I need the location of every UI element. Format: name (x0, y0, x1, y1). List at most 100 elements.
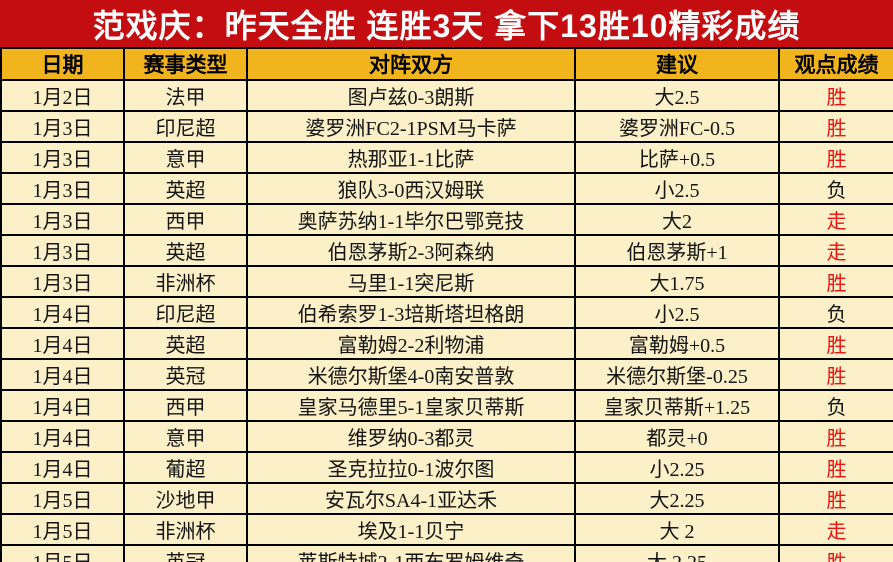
cell-match: 圣克拉拉0-1波尔图 (246, 451, 576, 484)
table-row: 1月5日英冠莱斯特城2-1西布罗姆维奇大 2.25胜 (0, 544, 893, 562)
cell-league: 英超 (123, 172, 248, 205)
cell-result: 走 (778, 203, 893, 236)
page-title: 范戏庆：昨天全胜 连胜3天 拿下13胜10精彩成绩 (92, 7, 801, 44)
cell-suggestion: 大 2 (574, 513, 780, 546)
cell-suggestion: 大 2.25 (574, 544, 780, 562)
table-row: 1月4日 意甲 维罗纳0-3都灵 都灵+0 胜 (0, 420, 893, 453)
cell-result: 走 (778, 234, 893, 267)
cell-match: 狼队3-0西汉姆联 (246, 172, 576, 205)
table-row: 1月3日 非洲杯 马里1-1突尼斯 大1.75 胜 (0, 265, 893, 298)
cell-date: 1月4日 (0, 296, 125, 329)
cell-match: 米德尔斯堡4-0南安普敦 (246, 358, 576, 391)
cell-suggestion: 皇家贝蒂斯+1.25 (574, 389, 780, 422)
predictions-table: 日期 赛事类型 对阵双方 建议 观点成绩 1月2日 法甲 图卢兹0-3朗斯 大2.5 胜 1月3日… (0, 47, 893, 562)
cell-result: 负 (778, 172, 893, 205)
cell-date: 1月4日 (0, 420, 125, 453)
cell-result: 胜 (778, 451, 893, 484)
table-row: 1月3日 印尼超 婆罗洲FC2-1PSM马卡萨 婆罗洲FC-0.5 胜 (0, 110, 893, 143)
cell-suggestion: 大1.75 (574, 265, 780, 298)
cell-result: 胜 (778, 265, 893, 298)
cell-suggestion: 大2 (574, 203, 780, 236)
cell-match: 皇家马德里5-1皇家贝蒂斯 (246, 389, 576, 422)
cell-league: 非洲杯 (123, 265, 248, 298)
table-row: 1月3日 英超 狼队3-0西汉姆联 小2.5 负 (0, 172, 893, 205)
table-header-row: 日期 赛事类型 对阵双方 建议 观点成绩 (0, 47, 893, 81)
cell-result: 负 (778, 296, 893, 329)
cell-league: 沙地甲 (123, 482, 248, 515)
cell-result: 胜 (778, 110, 893, 143)
cell-date: 1月3日 (0, 172, 125, 205)
cell-league: 西甲 (123, 203, 248, 236)
cell-suggestion: 比萨+0.5 (574, 141, 780, 174)
table-row: 1月4日 英冠 米德尔斯堡4-0南安普敦 米德尔斯堡-0.25 胜 (0, 358, 893, 391)
cell-league: 非洲杯 (123, 513, 248, 546)
cell-result: 走 (778, 513, 893, 546)
cell-suggestion: 婆罗洲FC-0.5 (574, 110, 780, 143)
cell-date: 1月2日 (0, 79, 125, 112)
cell-league: 印尼超 (123, 296, 248, 329)
column-header-league: 赛事类型 (123, 47, 248, 81)
cell-date: 1月4日 (0, 327, 125, 360)
column-header-date: 日期 (0, 47, 125, 81)
table-body: 1月2日 法甲 图卢兹0-3朗斯 大2.5 胜 1月3日 印尼超 婆罗洲FC2-1PSM马卡萨… (0, 79, 893, 562)
cell-result: 胜 (778, 544, 893, 562)
cell-suggestion: 大2.5 (574, 79, 780, 112)
table-row: 1月4日 西甲 皇家马德里5-1皇家贝蒂斯 皇家贝蒂斯+1.25 负 (0, 389, 893, 422)
cell-match: 莱斯特城2-1西布罗姆维奇 (246, 544, 576, 562)
cell-league: 英超 (123, 327, 248, 360)
cell-date: 1月3日 (0, 234, 125, 267)
table-row: 1月3日 西甲 奥萨苏纳1-1毕尔巴鄂竞技 大2 走 (0, 203, 893, 236)
table-row: 1月3日 英超 伯恩茅斯2-3阿森纳 伯恩茅斯+1 走 (0, 234, 893, 267)
cell-result: 胜 (778, 358, 893, 391)
cell-suggestion: 都灵+0 (574, 420, 780, 453)
cell-date: 1月3日 (0, 265, 125, 298)
cell-date: 1月5日 (0, 482, 125, 515)
cell-match: 马里1-1突尼斯 (246, 265, 576, 298)
cell-league: 意甲 (123, 141, 248, 174)
cell-match: 热那亚1-1比萨 (246, 141, 576, 174)
cell-match: 埃及1-1贝宁 (246, 513, 576, 546)
cell-date: 1月3日 (0, 141, 125, 174)
table-row: 1月5日 沙地甲 安瓦尔SA4-1亚达禾 大2.25 胜 (0, 482, 893, 515)
cell-league: 西甲 (123, 389, 248, 422)
column-header-suggestion: 建议 (574, 47, 780, 81)
cell-date: 1月3日 (0, 203, 125, 236)
cell-date: 1月5日 (0, 544, 125, 562)
table-row: 1月4日 英超 富勒姆2-2利物浦 富勒姆+0.5 胜 (0, 327, 893, 360)
cell-league: 英冠 (123, 358, 248, 391)
cell-date: 1月3日 (0, 110, 125, 143)
cell-result: 胜 (778, 482, 893, 515)
cell-date: 1月4日 (0, 389, 125, 422)
column-header-match: 对阵双方 (246, 47, 576, 81)
cell-suggestion: 小2.5 (574, 172, 780, 205)
cell-result: 胜 (778, 79, 893, 112)
cell-result: 胜 (778, 141, 893, 174)
cell-suggestion: 富勒姆+0.5 (574, 327, 780, 360)
cell-league: 意甲 (123, 420, 248, 453)
table-row: 1月4日 葡超 圣克拉拉0-1波尔图 小2.25 胜 (0, 451, 893, 484)
cell-suggestion: 大2.25 (574, 482, 780, 515)
cell-league: 印尼超 (123, 110, 248, 143)
cell-date: 1月4日 (0, 358, 125, 391)
cell-result: 胜 (778, 420, 893, 453)
cell-match: 安瓦尔SA4-1亚达禾 (246, 482, 576, 515)
cell-league: 法甲 (123, 79, 248, 112)
cell-match: 奥萨苏纳1-1毕尔巴鄂竞技 (246, 203, 576, 236)
cell-suggestion: 伯恩茅斯+1 (574, 234, 780, 267)
table-row: 1月2日 法甲 图卢兹0-3朗斯 大2.5 胜 (0, 79, 893, 112)
cell-league: 葡超 (123, 451, 248, 484)
table-row: 1月4日 印尼超 伯希索罗1-3培斯塔坦格朗 小2.5 负 (0, 296, 893, 329)
cell-league: 英超 (123, 234, 248, 267)
cell-match: 图卢兹0-3朗斯 (246, 79, 576, 112)
cell-suggestion: 小2.5 (574, 296, 780, 329)
cell-result: 负 (778, 389, 893, 422)
cell-match: 伯恩茅斯2-3阿森纳 (246, 234, 576, 267)
cell-match: 维罗纳0-3都灵 (246, 420, 576, 453)
title-banner: 范戏庆：昨天全胜 连胜3天 拿下13胜10精彩成绩 (0, 0, 893, 47)
cell-date: 1月4日 (0, 451, 125, 484)
cell-result: 胜 (778, 327, 893, 360)
cell-suggestion: 米德尔斯堡-0.25 (574, 358, 780, 391)
table-row: 1月3日 意甲 热那亚1-1比萨 比萨+0.5 胜 (0, 141, 893, 174)
cell-league: 英冠 (123, 544, 248, 562)
